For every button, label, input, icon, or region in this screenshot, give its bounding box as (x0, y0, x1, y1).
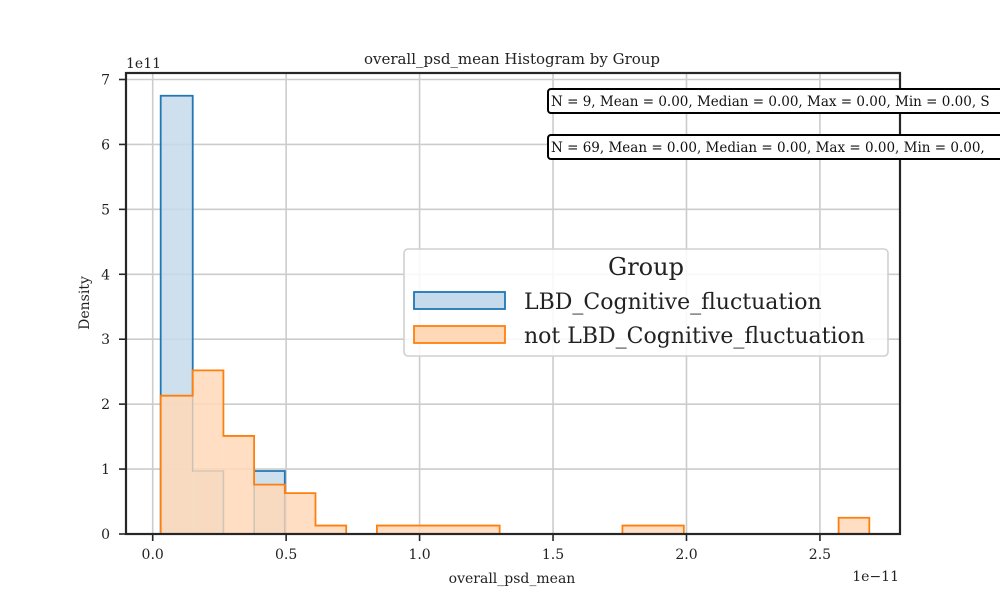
series-1-outline-1 (375, 524, 501, 534)
x-tick-label-4: 2.0 (675, 547, 697, 563)
y-tick-label-5: 5 (101, 202, 110, 218)
series-1-bin-7 (622, 525, 684, 534)
legend-swatch-0 (413, 291, 506, 310)
legend-label-1: not LBD_Cognitive_fluctuation (524, 324, 865, 349)
y-axis-multiplier: 1e11 (126, 56, 161, 72)
series-1-outline-3 (837, 516, 871, 534)
stats-box-1 (547, 134, 1000, 160)
x-axis-label: overall_psd_mean (449, 571, 576, 587)
series-1-bin-6 (376, 525, 500, 534)
legend-box (403, 248, 889, 357)
axes: 0.0 0.5 1.0 1.5 2.0 2.5 0 1 2 3 4 5 6 7 (101, 71, 902, 563)
series-1-bin-1 (192, 370, 224, 534)
plot-frame (124, 71, 902, 536)
y-tick-label-0: 0 (101, 527, 110, 543)
x-tick-label-5: 2.5 (809, 547, 831, 563)
x-tick-label-3: 1.5 (542, 547, 564, 563)
x-tick-label-1: 0.5 (275, 547, 297, 563)
stats-text-1: N = 69, Mean = 0.00, Median = 0.00, Max … (551, 140, 985, 156)
series-1-outline-2 (621, 524, 685, 534)
series-1-bin-3 (254, 484, 285, 534)
y-axis-label: Density (77, 276, 93, 330)
series-1-bin-5 (315, 525, 347, 534)
legend-label-0: LBD_Cognitive_fluctuation (524, 290, 822, 315)
y-tick-label-6: 6 (101, 137, 110, 153)
legend-title: Group (608, 253, 684, 281)
stats-annotations: N = 9, Mean = 0.00, Median = 0.00, Max =… (547, 88, 1000, 160)
y-tick-label-4: 4 (101, 267, 110, 283)
series-1-bin-2 (223, 435, 255, 534)
series-1-bars (159, 369, 871, 534)
series-1-outline-0 (159, 369, 348, 534)
y-tick-label-1: 1 (101, 462, 110, 478)
stats-box-0 (547, 88, 1000, 114)
stats-text-0: N = 9, Mean = 0.00, Median = 0.00, Max =… (551, 94, 990, 110)
x-tick-label-0: 0.0 (142, 547, 164, 563)
legend-swatch-1 (413, 325, 506, 344)
y-tick-label-7: 7 (101, 72, 110, 88)
y-tick-label-3: 3 (101, 332, 110, 348)
chart-title: overall_psd_mean Histogram by Group (364, 50, 660, 68)
bars (159, 94, 871, 535)
series-1-bin-8 (838, 517, 870, 534)
series-1-bin-0 (160, 395, 193, 534)
series-1-bin-4 (284, 493, 316, 534)
x-tick-label-2: 1.0 (408, 547, 430, 563)
y-tick-label-2: 2 (101, 397, 110, 413)
x-axis-multiplier: 1e−11 (852, 569, 899, 585)
